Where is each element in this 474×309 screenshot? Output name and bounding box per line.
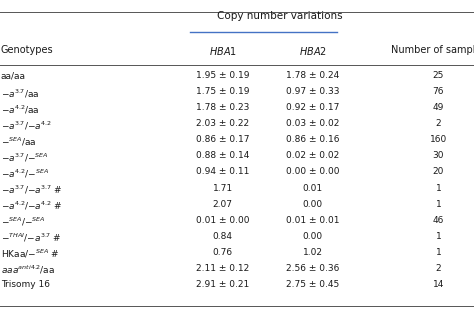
Text: 46: 46: [433, 216, 444, 225]
Text: 0.86 ± 0.16: 0.86 ± 0.16: [286, 135, 339, 144]
Text: 1.78 ± 0.23: 1.78 ± 0.23: [196, 103, 249, 112]
Text: Number of samples: Number of samples: [391, 45, 474, 55]
Text: $-a^{3.7}$/$-a^{4.2}$: $-a^{3.7}$/$-a^{4.2}$: [1, 119, 52, 132]
Text: 1.75 ± 0.19: 1.75 ± 0.19: [196, 87, 249, 96]
Text: $-a^{4.2}$/$-^{SEA}$: $-a^{4.2}$/$-^{SEA}$: [1, 167, 49, 180]
Text: Genotypes: Genotypes: [1, 45, 54, 55]
Text: $aaa^{anti4.2}$/aa: $aaa^{anti4.2}$/aa: [1, 264, 55, 276]
Text: $-a^{4.2}$/$-a^{4.2}$ #: $-a^{4.2}$/$-a^{4.2}$ #: [1, 200, 63, 212]
Text: 0.01 ± 0.00: 0.01 ± 0.00: [196, 216, 249, 225]
Text: 25: 25: [433, 71, 444, 80]
Text: 20: 20: [433, 167, 444, 176]
Text: $-a^{3.7}$/$-^{SEA}$: $-a^{3.7}$/$-^{SEA}$: [1, 151, 49, 164]
Text: 2: 2: [436, 119, 441, 128]
Text: 0.03 ± 0.02: 0.03 ± 0.02: [286, 119, 339, 128]
Text: 0.02 ± 0.02: 0.02 ± 0.02: [286, 151, 339, 160]
Text: Copy number variations: Copy number variations: [217, 11, 343, 21]
Text: 14: 14: [433, 280, 444, 289]
Text: $-^{THAI}$/$-a^{3.7}$ #: $-^{THAI}$/$-a^{3.7}$ #: [1, 232, 62, 244]
Text: $-a^{4.2}$/aa: $-a^{4.2}$/aa: [1, 103, 40, 116]
Text: $-a^{3.7}$/aa: $-a^{3.7}$/aa: [1, 87, 39, 99]
Text: 1: 1: [436, 184, 441, 193]
Text: 0.76: 0.76: [213, 248, 233, 257]
Text: HKaa/$-^{SEA}$ #: HKaa/$-^{SEA}$ #: [1, 248, 60, 260]
Text: 1: 1: [436, 248, 441, 257]
Text: 30: 30: [433, 151, 444, 160]
Text: 2.75 ± 0.45: 2.75 ± 0.45: [286, 280, 339, 289]
Text: 0.00: 0.00: [303, 200, 323, 209]
Text: $\mathit{HBA1}$: $\mathit{HBA1}$: [209, 45, 237, 57]
Text: 1.95 ± 0.19: 1.95 ± 0.19: [196, 71, 249, 80]
Text: 2.91 ± 0.21: 2.91 ± 0.21: [196, 280, 249, 289]
Text: 1.78 ± 0.24: 1.78 ± 0.24: [286, 71, 339, 80]
Text: 2.56 ± 0.36: 2.56 ± 0.36: [286, 264, 339, 273]
Text: 1: 1: [436, 232, 441, 241]
Text: 0.84: 0.84: [213, 232, 233, 241]
Text: 76: 76: [433, 87, 444, 96]
Text: 2.03 ± 0.22: 2.03 ± 0.22: [196, 119, 249, 128]
Text: Trisomy 16: Trisomy 16: [1, 280, 50, 289]
Text: 1: 1: [436, 200, 441, 209]
Text: 1.02: 1.02: [303, 248, 323, 257]
Text: 2.07: 2.07: [213, 200, 233, 209]
Text: 1.71: 1.71: [213, 184, 233, 193]
Text: 160: 160: [430, 135, 447, 144]
Text: 0.97 ± 0.33: 0.97 ± 0.33: [286, 87, 339, 96]
Text: $-^{SEA}$/$-^{SEA}$: $-^{SEA}$/$-^{SEA}$: [1, 216, 46, 228]
Text: 0.86 ± 0.17: 0.86 ± 0.17: [196, 135, 249, 144]
Text: 0.01: 0.01: [303, 184, 323, 193]
Text: 2: 2: [436, 264, 441, 273]
Text: 0.00: 0.00: [303, 232, 323, 241]
Text: 0.00 ± 0.00: 0.00 ± 0.00: [286, 167, 339, 176]
Text: $\mathit{HBA2}$: $\mathit{HBA2}$: [299, 45, 327, 57]
Text: aa/aa: aa/aa: [1, 71, 26, 80]
Text: 0.01 ± 0.01: 0.01 ± 0.01: [286, 216, 339, 225]
Text: 0.92 ± 0.17: 0.92 ± 0.17: [286, 103, 339, 112]
Text: $-a^{3.7}$/$-a^{3.7}$ #: $-a^{3.7}$/$-a^{3.7}$ #: [1, 184, 62, 196]
Text: 2.11 ± 0.12: 2.11 ± 0.12: [196, 264, 249, 273]
Text: 49: 49: [433, 103, 444, 112]
Text: $-^{SEA}$/aa: $-^{SEA}$/aa: [1, 135, 36, 148]
Text: 0.94 ± 0.11: 0.94 ± 0.11: [196, 167, 249, 176]
Text: 0.88 ± 0.14: 0.88 ± 0.14: [196, 151, 249, 160]
